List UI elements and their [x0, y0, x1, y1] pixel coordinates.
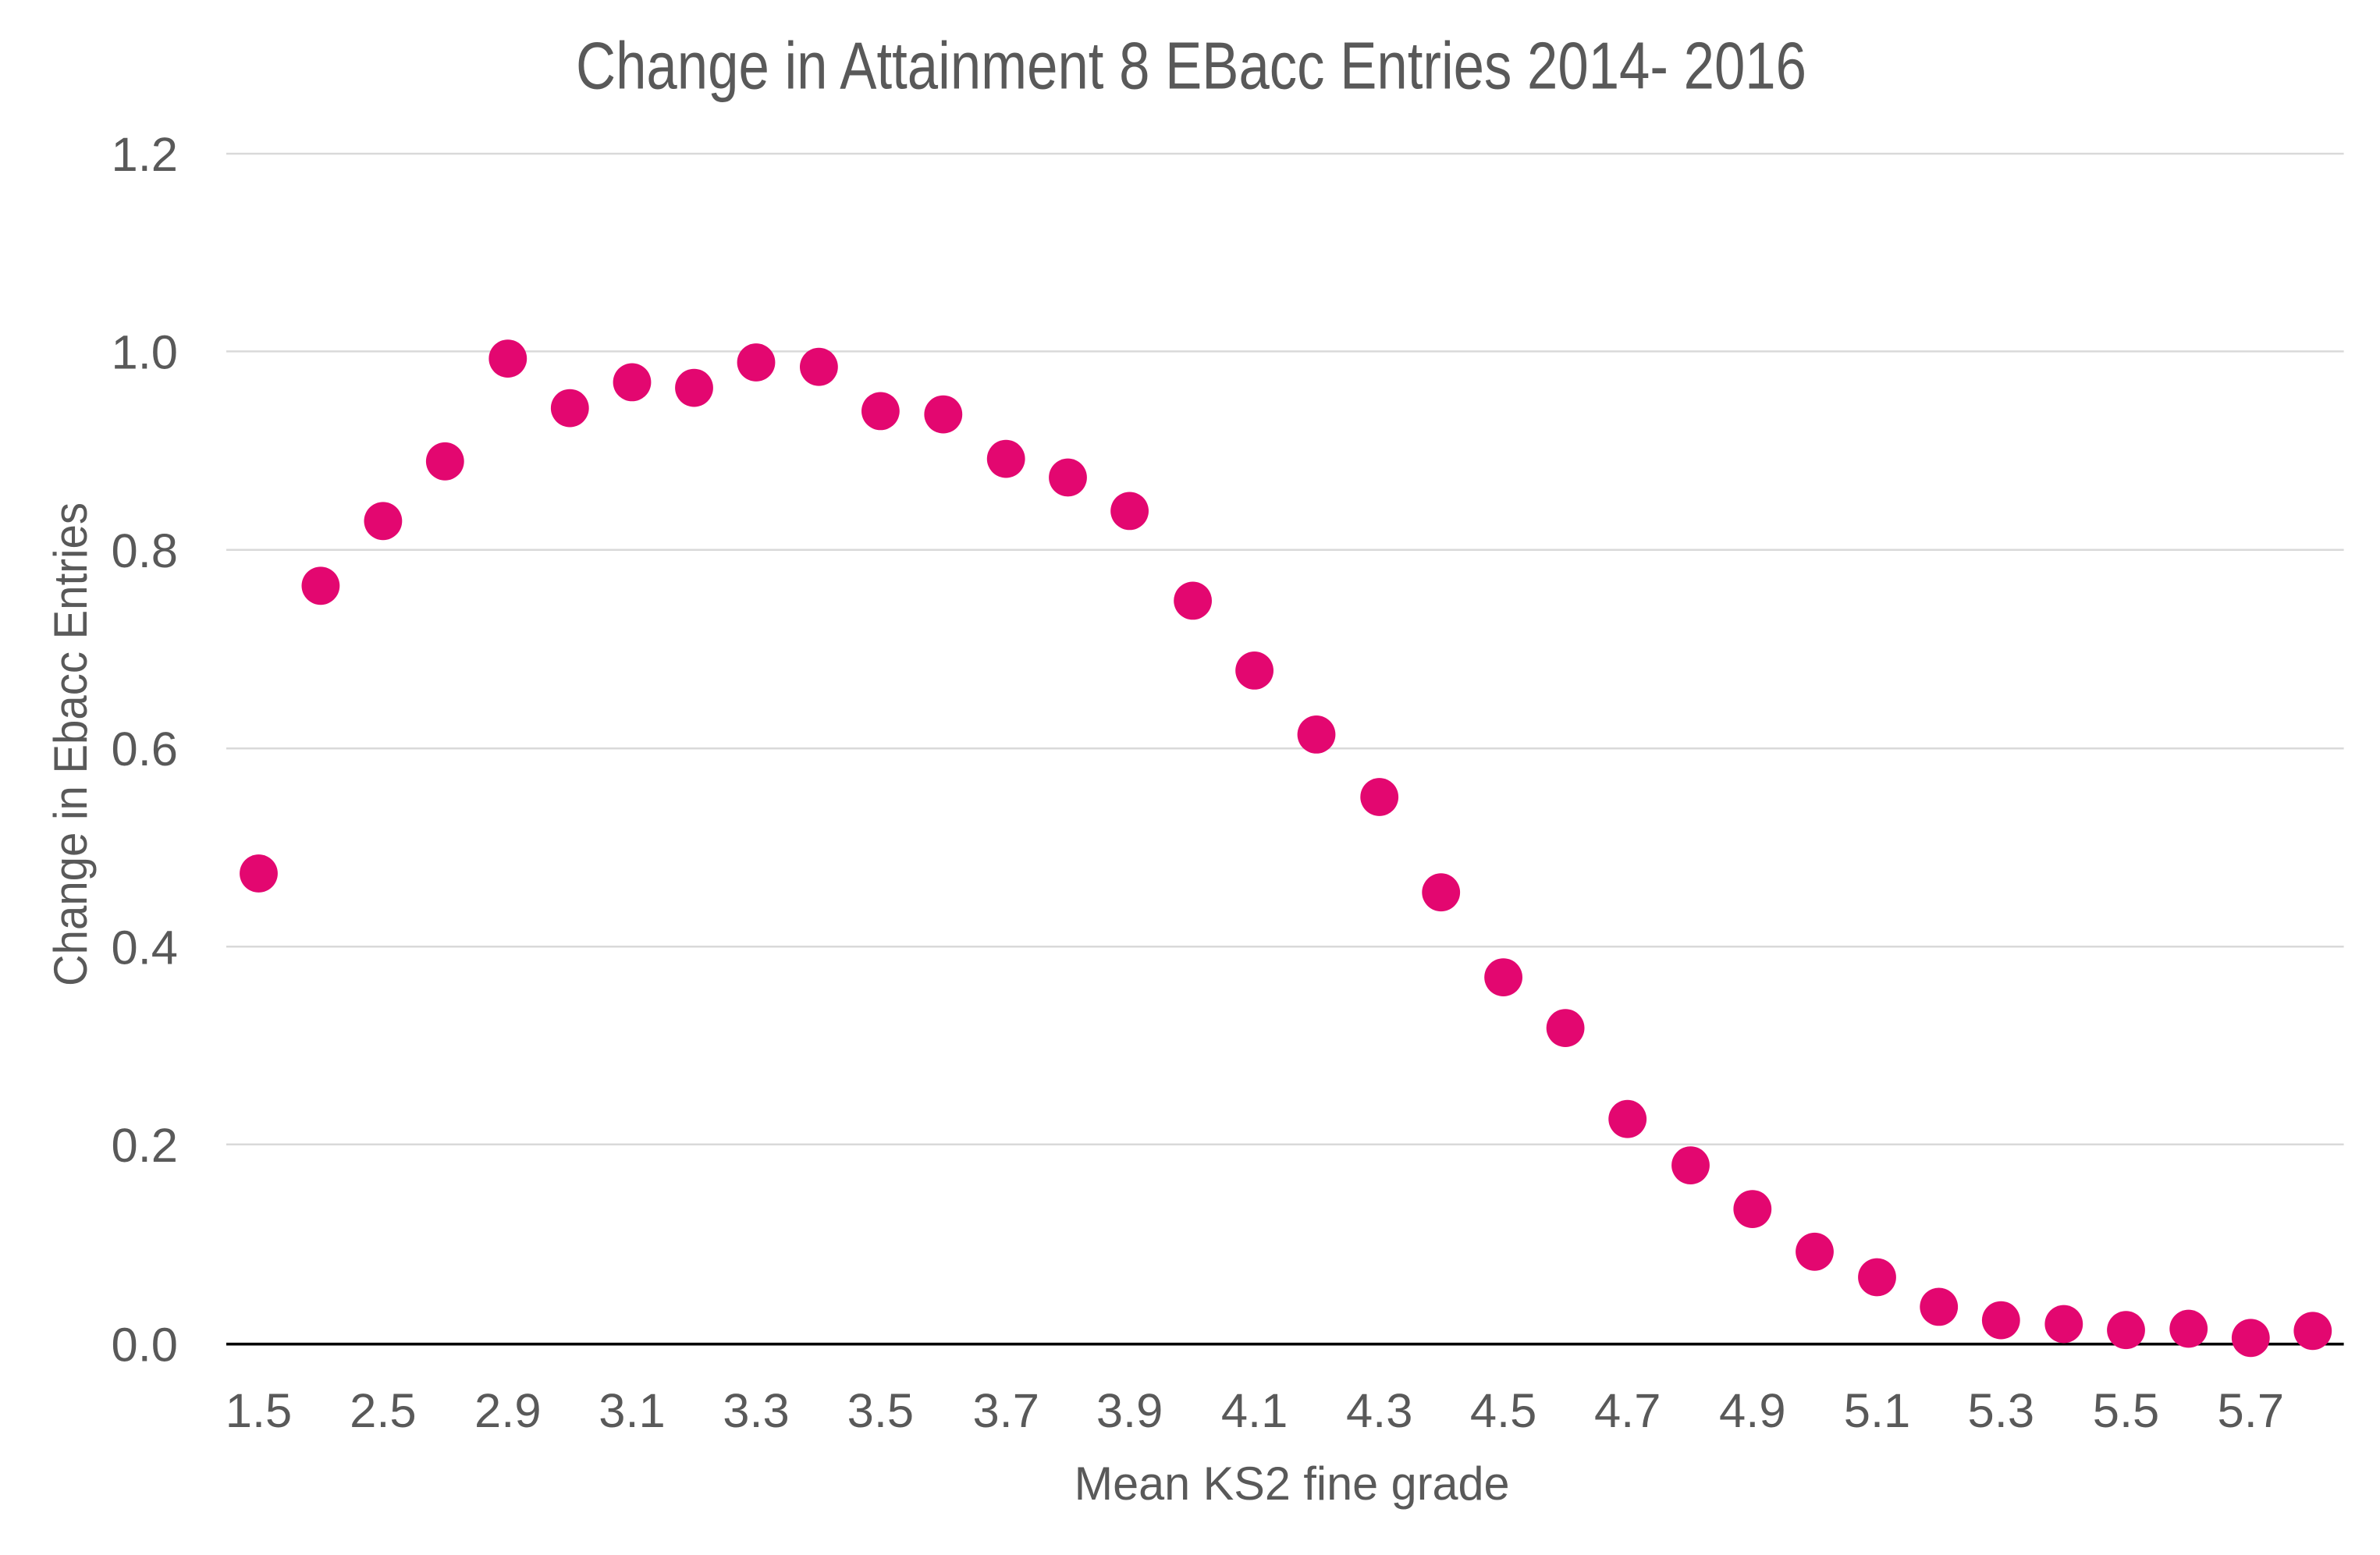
svg-text:0.6: 0.6 — [112, 722, 179, 776]
svg-text:3.5: 3.5 — [847, 1384, 915, 1438]
svg-text:3.7: 3.7 — [972, 1384, 1039, 1438]
svg-text:1.5: 1.5 — [226, 1384, 293, 1438]
svg-text:5.7: 5.7 — [2218, 1384, 2285, 1438]
svg-text:0.4: 0.4 — [112, 921, 179, 975]
svg-text:3.1: 3.1 — [599, 1384, 666, 1438]
svg-text:Change in Attainment 8 EBacc E: Change in Attainment 8 EBacc Entries 201… — [576, 30, 1806, 104]
svg-text:1.2: 1.2 — [112, 128, 179, 182]
svg-text:Change in Ebacc Entries: Change in Ebacc Entries — [44, 502, 97, 986]
svg-text:Mean KS2 fine grade: Mean KS2 fine grade — [1075, 1457, 1510, 1510]
svg-text:2.9: 2.9 — [474, 1384, 542, 1438]
svg-text:0.8: 0.8 — [112, 524, 179, 578]
svg-text:4.7: 4.7 — [1594, 1384, 1661, 1438]
svg-text:0.0: 0.0 — [112, 1319, 179, 1372]
svg-text:4.1: 4.1 — [1221, 1384, 1288, 1438]
svg-text:5.5: 5.5 — [2093, 1384, 2160, 1438]
svg-text:2.5: 2.5 — [350, 1384, 417, 1438]
svg-text:5.1: 5.1 — [1844, 1384, 1911, 1438]
svg-text:3.3: 3.3 — [723, 1384, 790, 1438]
svg-text:3.9: 3.9 — [1096, 1384, 1163, 1438]
svg-text:5.3: 5.3 — [1968, 1384, 2035, 1438]
svg-text:4.3: 4.3 — [1346, 1384, 1413, 1438]
svg-text:1.0: 1.0 — [112, 325, 179, 379]
svg-text:4.5: 4.5 — [1470, 1384, 1537, 1438]
svg-text:0.2: 0.2 — [112, 1119, 179, 1173]
svg-text:4.9: 4.9 — [1719, 1384, 1786, 1438]
